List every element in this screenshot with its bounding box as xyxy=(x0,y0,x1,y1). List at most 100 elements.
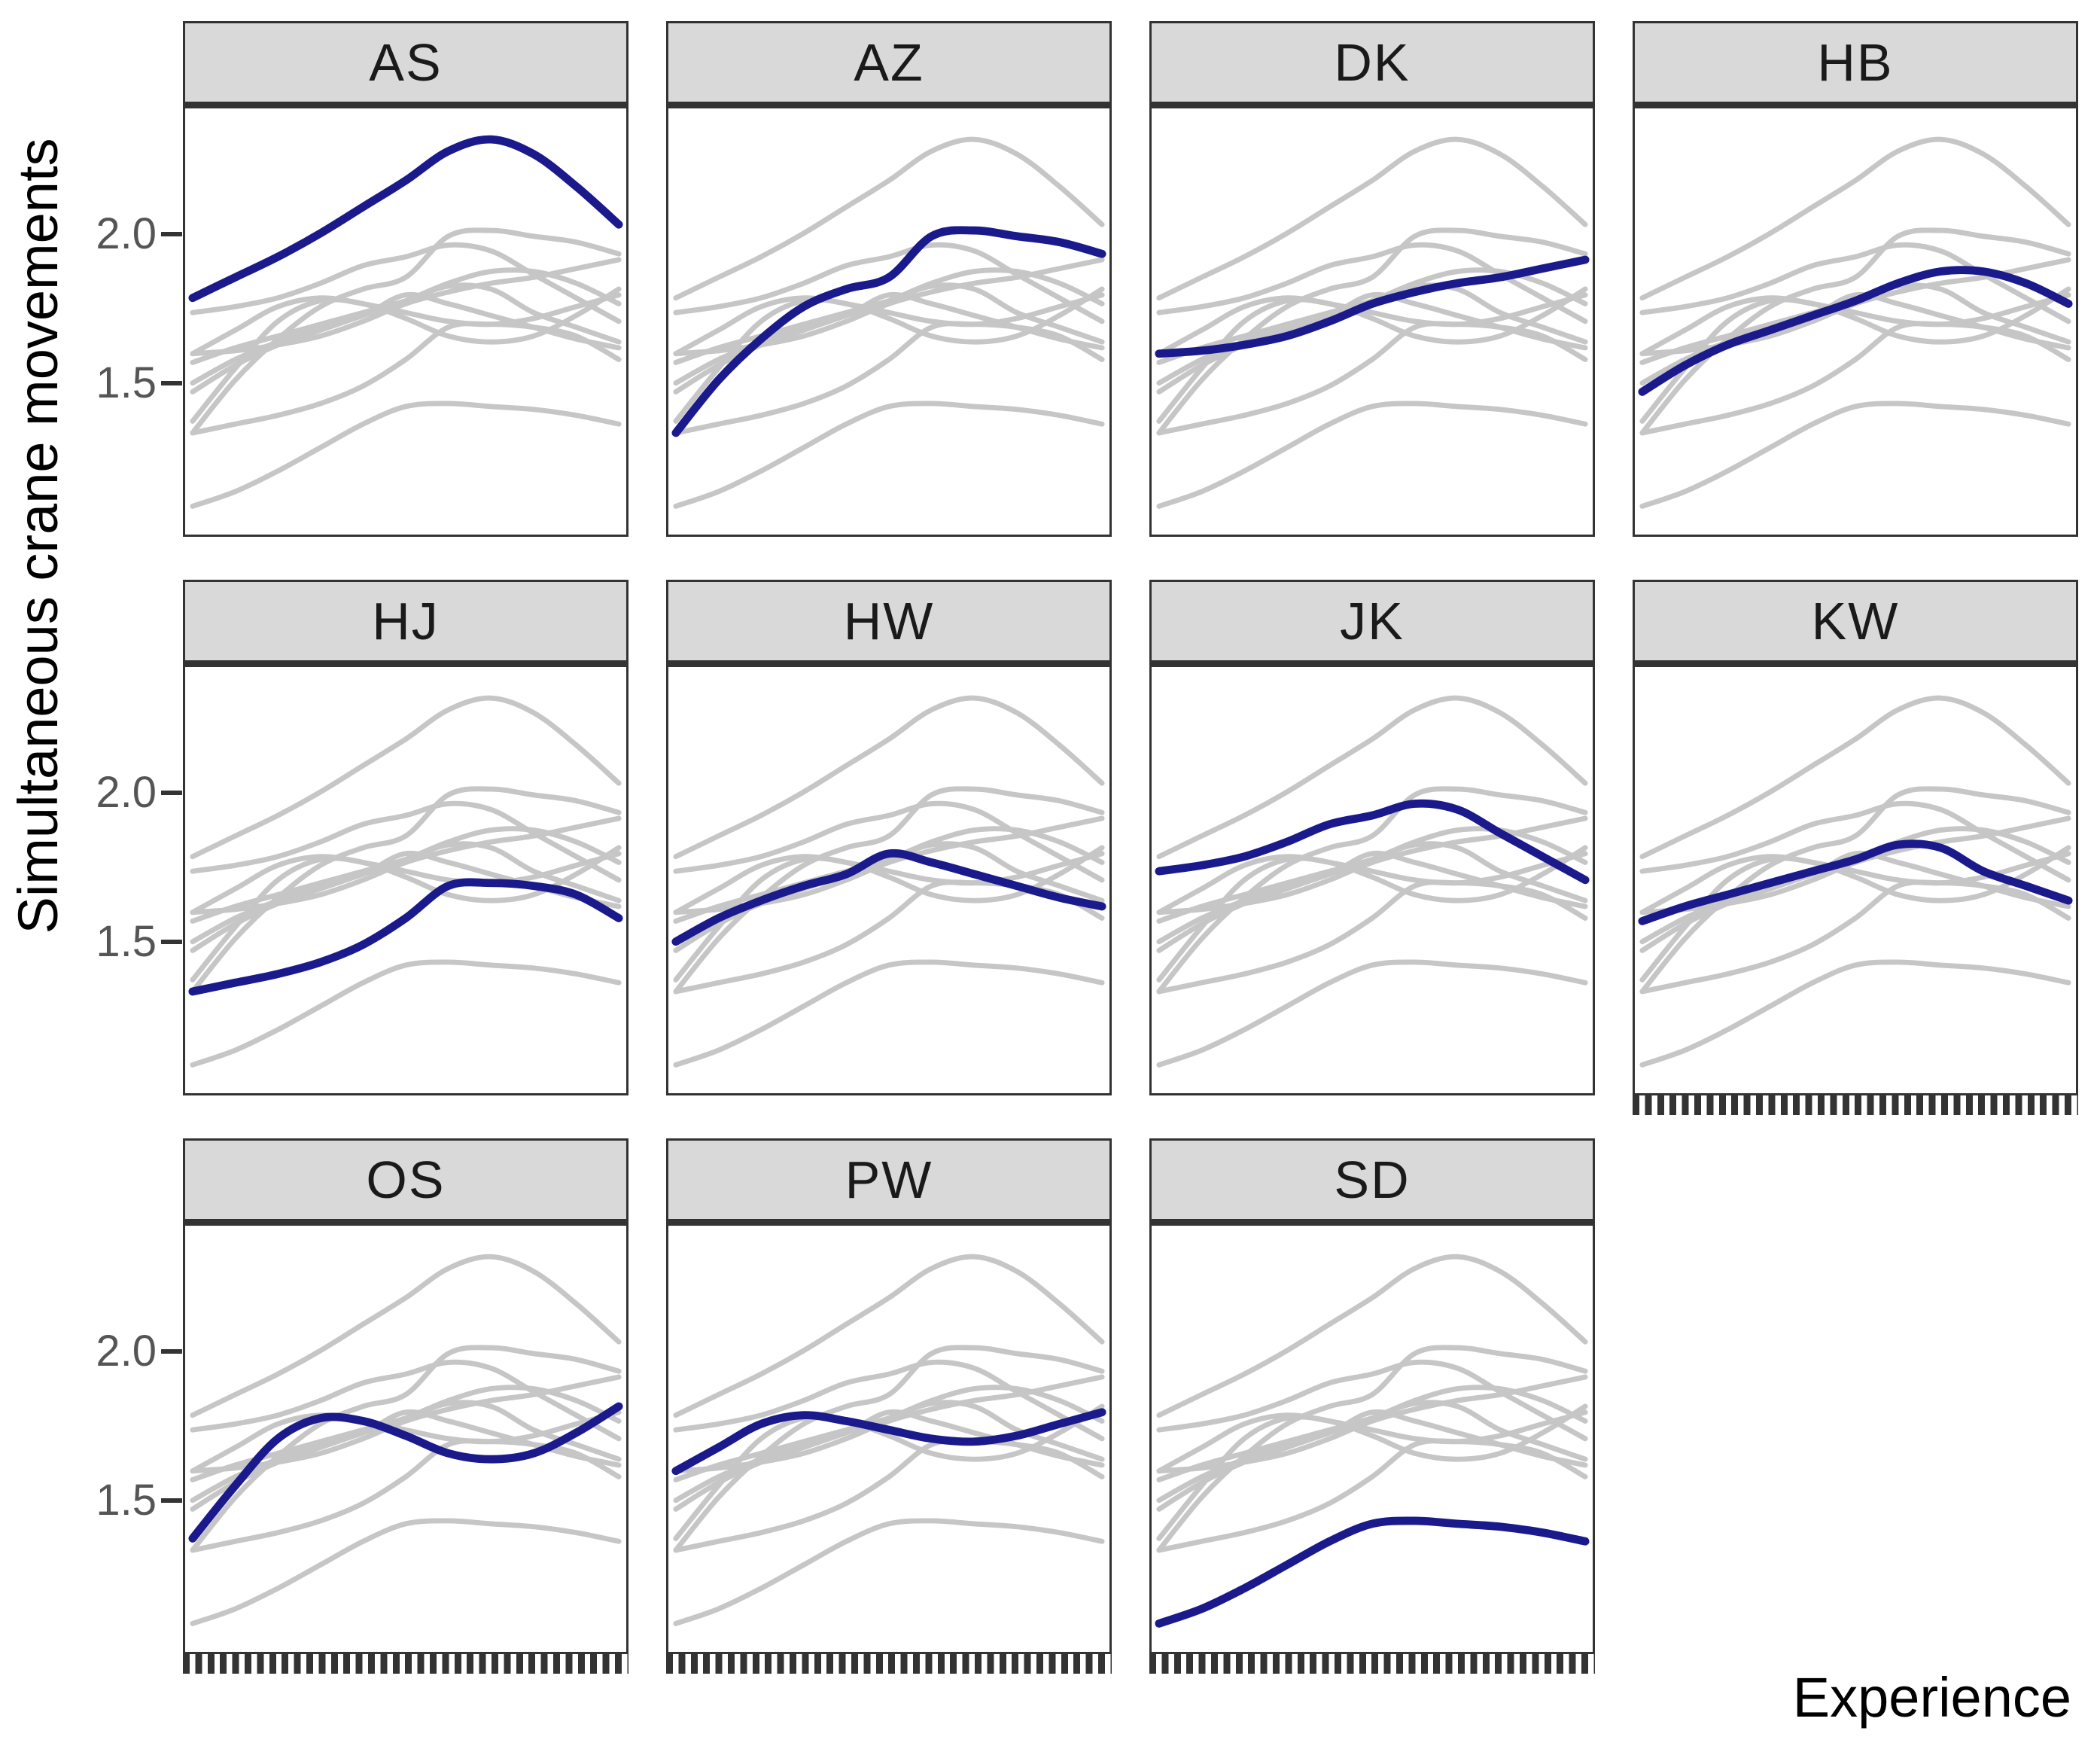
trajectory-line-AS xyxy=(1156,136,1588,301)
trajectories-plot xyxy=(1155,136,1590,509)
facet-panel-AZ xyxy=(666,104,1112,537)
highlighted-trajectory-HB xyxy=(1638,266,2073,396)
trajectory-line-OS xyxy=(1156,845,1588,983)
facet-panel-DK xyxy=(1149,104,1595,537)
trajectory-line-JK xyxy=(1156,1359,1588,1442)
trajectory-line-AZ xyxy=(1639,786,2071,995)
trajectory-line-PW xyxy=(1156,1409,1588,1474)
trajectory-line-AS xyxy=(1639,695,2071,860)
facet-panel-HB xyxy=(1633,104,2078,537)
trajectory-line-OS xyxy=(673,1403,1105,1541)
facet-strip-label: KW xyxy=(1811,592,1900,651)
trajectory-line-AS xyxy=(190,1254,622,1418)
trajectory-line-AZ xyxy=(1156,227,1588,436)
trajectory-line-AZ xyxy=(190,786,622,995)
y-tick-label: 1.5 xyxy=(96,917,157,966)
trajectory-line-PW xyxy=(673,851,1105,916)
y-tick-mark xyxy=(161,791,182,795)
trajectories-plot xyxy=(1638,695,2073,1068)
trajectory-line-SD xyxy=(1156,959,1588,1068)
trajectory-line-OS xyxy=(1156,1403,1588,1541)
trajectory-line-AS xyxy=(673,136,1105,301)
trajectory-line-AS xyxy=(190,695,622,860)
trajectory-line-AZ xyxy=(1156,1345,1588,1553)
trajectory-line-JK xyxy=(190,1359,622,1442)
trajectory-line-PW xyxy=(673,292,1105,357)
y-tick-label: 1.5 xyxy=(96,358,157,407)
trajectory-line-JK xyxy=(673,800,1105,883)
facet-panel-KW xyxy=(1633,663,2078,1095)
trajectories-plot xyxy=(188,1254,623,1626)
trajectory-line-OS xyxy=(1639,286,2071,424)
trajectory-line-JK xyxy=(673,242,1105,324)
trajectory-line-AZ xyxy=(673,1345,1105,1553)
trajectory-line-SD xyxy=(673,1518,1105,1626)
facet-strip-OS: OS xyxy=(183,1138,628,1221)
trajectory-line-AS xyxy=(1639,136,2071,301)
trajectory-line-HW xyxy=(1156,850,1588,945)
facet-strip-label: HJ xyxy=(372,592,440,651)
trajectories-plot xyxy=(671,136,1106,509)
facet-panel-PW xyxy=(666,1221,1112,1654)
facet-strip-label: DK xyxy=(1334,33,1411,92)
y-tick-label: 2.0 xyxy=(96,1327,157,1376)
facet-strip-KW: KW xyxy=(1633,580,2078,663)
trajectory-line-OS xyxy=(190,286,622,424)
facet-panel-OS xyxy=(183,1221,628,1654)
facet-strip-label: OS xyxy=(366,1150,446,1209)
trajectory-line-JK xyxy=(1639,242,2071,324)
facet-strip-label: HW xyxy=(843,592,935,651)
trajectory-line-AS xyxy=(1156,695,1588,860)
y-tick-mark xyxy=(161,232,182,236)
trajectory-line-AZ xyxy=(673,786,1105,995)
trajectories-plot xyxy=(188,135,623,509)
facet-strip-label: JK xyxy=(1340,592,1405,651)
trajectory-line-HW xyxy=(673,1409,1105,1504)
y-tick-mark xyxy=(161,1498,182,1503)
trajectories-plot xyxy=(671,1254,1106,1626)
facet-strip-JK: JK xyxy=(1149,580,1595,663)
trajectory-line-AS xyxy=(673,1254,1105,1418)
y-tick-mark xyxy=(161,940,182,944)
y-tick-label: 2.0 xyxy=(96,768,157,817)
trajectory-line-SD xyxy=(673,401,1105,509)
trajectory-line-SD xyxy=(673,959,1105,1068)
trajectory-line-AZ xyxy=(190,1345,622,1553)
highlighted-trajectory-SD xyxy=(1155,1516,1590,1628)
trajectory-line-PW xyxy=(1639,292,2071,357)
trajectory-line-OS xyxy=(673,286,1105,424)
facet-panel-HW xyxy=(666,663,1112,1095)
trajectory-line-PW xyxy=(1156,292,1588,357)
facet-strip-label: PW xyxy=(845,1150,933,1209)
facet-strip-label: SD xyxy=(1334,1150,1411,1209)
x-axis-ticks xyxy=(183,1654,628,1674)
trajectory-line-HW xyxy=(1156,1409,1588,1504)
trajectory-line-JK xyxy=(1639,800,2071,883)
y-tick-label: 1.5 xyxy=(96,1476,157,1525)
trajectory-line-SD xyxy=(190,1518,622,1626)
trajectories-plot xyxy=(1155,1254,1590,1628)
highlighted-trajectory-HW xyxy=(671,849,1106,946)
highlighted-trajectory-DK xyxy=(1155,255,1590,358)
trajectory-line-PW xyxy=(190,292,622,357)
highlighted-trajectory-PW xyxy=(671,1408,1106,1476)
facet-panel-HJ xyxy=(183,663,628,1095)
trajectory-line-SD xyxy=(190,401,622,509)
facet-panel-JK xyxy=(1149,663,1595,1095)
facet-strip-HJ: HJ xyxy=(183,580,628,663)
highlighted-trajectory-AS xyxy=(188,135,623,303)
facet-panel-AS xyxy=(183,104,628,537)
x-axis-ticks xyxy=(1149,1654,1595,1674)
facet-strip-DK: DK xyxy=(1149,21,1595,104)
facet-strip-HB: HB xyxy=(1633,21,2078,104)
trajectories-plot xyxy=(188,695,623,1068)
trajectories-plot xyxy=(1638,136,2073,509)
highlighted-trajectory-HJ xyxy=(188,878,623,996)
facet-strip-label: HB xyxy=(1817,33,1894,92)
trajectory-line-AS xyxy=(1156,1254,1588,1418)
y-tick-mark xyxy=(161,381,182,385)
trajectory-line-SD xyxy=(1156,401,1588,509)
x-axis-ticks xyxy=(1633,1095,2078,1115)
facet-strip-PW: PW xyxy=(666,1138,1112,1221)
